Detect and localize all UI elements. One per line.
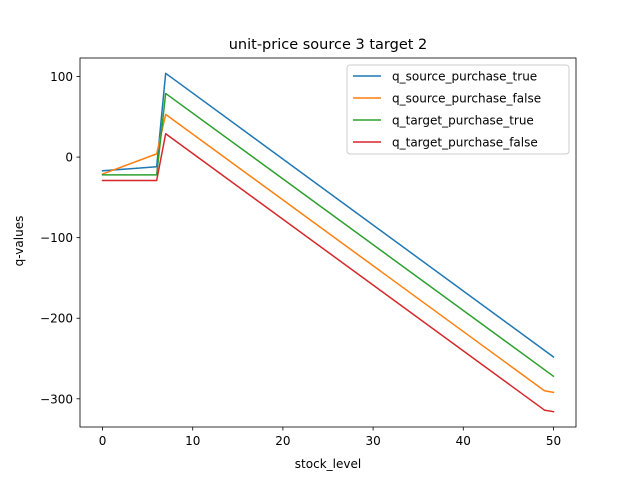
legend-label-1: q_source_purchase_false — [392, 92, 541, 106]
series-line-3 — [101, 132, 555, 413]
y-tick-label: −300 — [40, 392, 73, 406]
legend-label-3: q_target_purchase_false — [392, 136, 538, 150]
x-tick-label: 20 — [275, 434, 290, 448]
x-tick-label: 40 — [456, 434, 471, 448]
legend-box — [346, 64, 570, 155]
x-axis-label: stock_level — [295, 457, 361, 471]
chart-title: unit-price source 3 target 2 — [229, 37, 428, 53]
axes-frame — [79, 57, 577, 428]
series-line-0 — [101, 72, 555, 358]
series-line-1 — [101, 113, 555, 394]
series-line-2 — [101, 92, 555, 378]
x-tick-label: 50 — [546, 434, 561, 448]
legend-label-2: q_target_purchase_true — [392, 114, 534, 128]
y-axis-label: q-values — [12, 216, 26, 267]
x-tick-label: 0 — [99, 434, 107, 448]
legend-label-0: q_source_purchase_true — [392, 70, 537, 84]
plot-area — [79, 57, 577, 428]
y-tick-label: 0 — [65, 151, 73, 165]
y-tick-label: −200 — [40, 312, 73, 326]
x-axis-ticks: 0 10 20 30 40 50 — [99, 427, 561, 448]
y-tick-label: −100 — [40, 231, 73, 245]
y-tick-label: 100 — [50, 70, 73, 84]
legend: q_source_purchase_true q_source_purchase_… — [346, 64, 570, 155]
x-tick-label: 30 — [365, 434, 380, 448]
y-axis-ticks: 100 0 −100 −200 −300 — [40, 70, 80, 406]
x-tick-label: 10 — [185, 434, 200, 448]
